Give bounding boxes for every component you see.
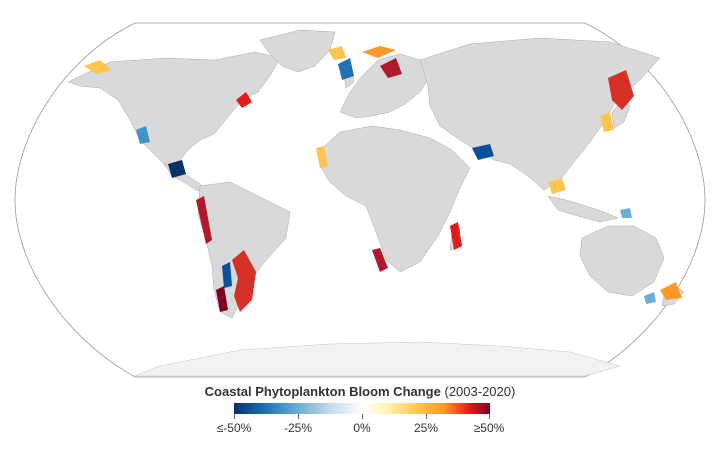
bloom-increase-region [608,70,634,110]
legend-tick [298,414,299,419]
bloom-increase-region [372,248,388,272]
legend-tick-label: -25% [283,421,312,435]
legend-title-main: Coastal Phytoplankton Bloom Change [204,384,441,399]
legend-tick-label: ≥50% [473,421,505,435]
bloom-change-overlays [84,46,682,312]
bloom-decrease-region [168,160,186,178]
bloom-decrease-region [222,262,232,288]
bloom-increase-region [236,92,252,108]
legend-title-years: (2003-2020) [444,384,516,399]
bloom-decrease-region [472,144,494,160]
bloom-increase-region [328,46,346,60]
antarctica [134,341,621,377]
bloom-increase-region [362,46,396,58]
bloom-increase-region [316,146,328,168]
bloom-decrease-region [338,58,354,80]
bloom-increase-region [380,58,402,78]
bloom-increase-region [600,112,614,132]
bloom-increase-region [548,178,566,194]
bloom-increase-region [450,222,462,250]
bloom-increase-region [660,282,682,300]
legend-tick [489,414,490,419]
legend-tick [362,414,363,419]
legend-tick-label: 25% [413,421,439,435]
world-map [14,22,706,378]
bloom-decrease-region [644,292,656,304]
bloom-increase-region [84,60,112,74]
bloom-decrease-region [620,208,632,218]
australia [579,225,665,297]
bloom-decrease-region [136,126,150,144]
legend-tick-label: 0% [353,421,371,435]
legend-title: Coastal Phytoplankton Bloom Change (2003… [0,384,720,399]
bloom-increase-region [196,196,212,244]
legend-tick-label: ≤-50% [216,421,252,435]
southeast-asia [547,195,619,223]
bloom-increase-region [232,250,256,312]
north-america [67,51,281,169]
legend-color-bar [234,403,490,414]
bloom-increase-region [216,286,228,312]
legend-tick [426,414,427,419]
legend-tick [234,414,235,419]
greenland [259,29,336,73]
africa [319,125,471,273]
